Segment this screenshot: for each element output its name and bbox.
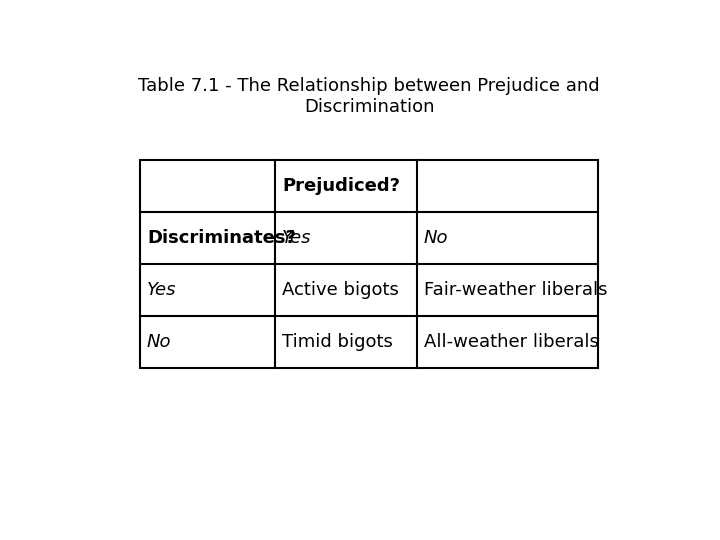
- Text: Table 7.1 - The Relationship between Prejudice and
Discrimination: Table 7.1 - The Relationship between Pre…: [138, 77, 600, 116]
- Text: Active bigots: Active bigots: [282, 281, 399, 299]
- Text: Yes: Yes: [282, 230, 311, 247]
- Text: Fair-weather liberals: Fair-weather liberals: [424, 281, 607, 299]
- Bar: [140, 160, 598, 368]
- Text: All-weather liberals: All-weather liberals: [424, 333, 598, 352]
- Text: Prejudiced?: Prejudiced?: [282, 178, 400, 195]
- Text: No: No: [147, 333, 171, 352]
- Text: Discriminates?: Discriminates?: [147, 230, 296, 247]
- Text: Timid bigots: Timid bigots: [282, 333, 393, 352]
- Text: Yes: Yes: [147, 281, 176, 299]
- Text: No: No: [424, 230, 449, 247]
